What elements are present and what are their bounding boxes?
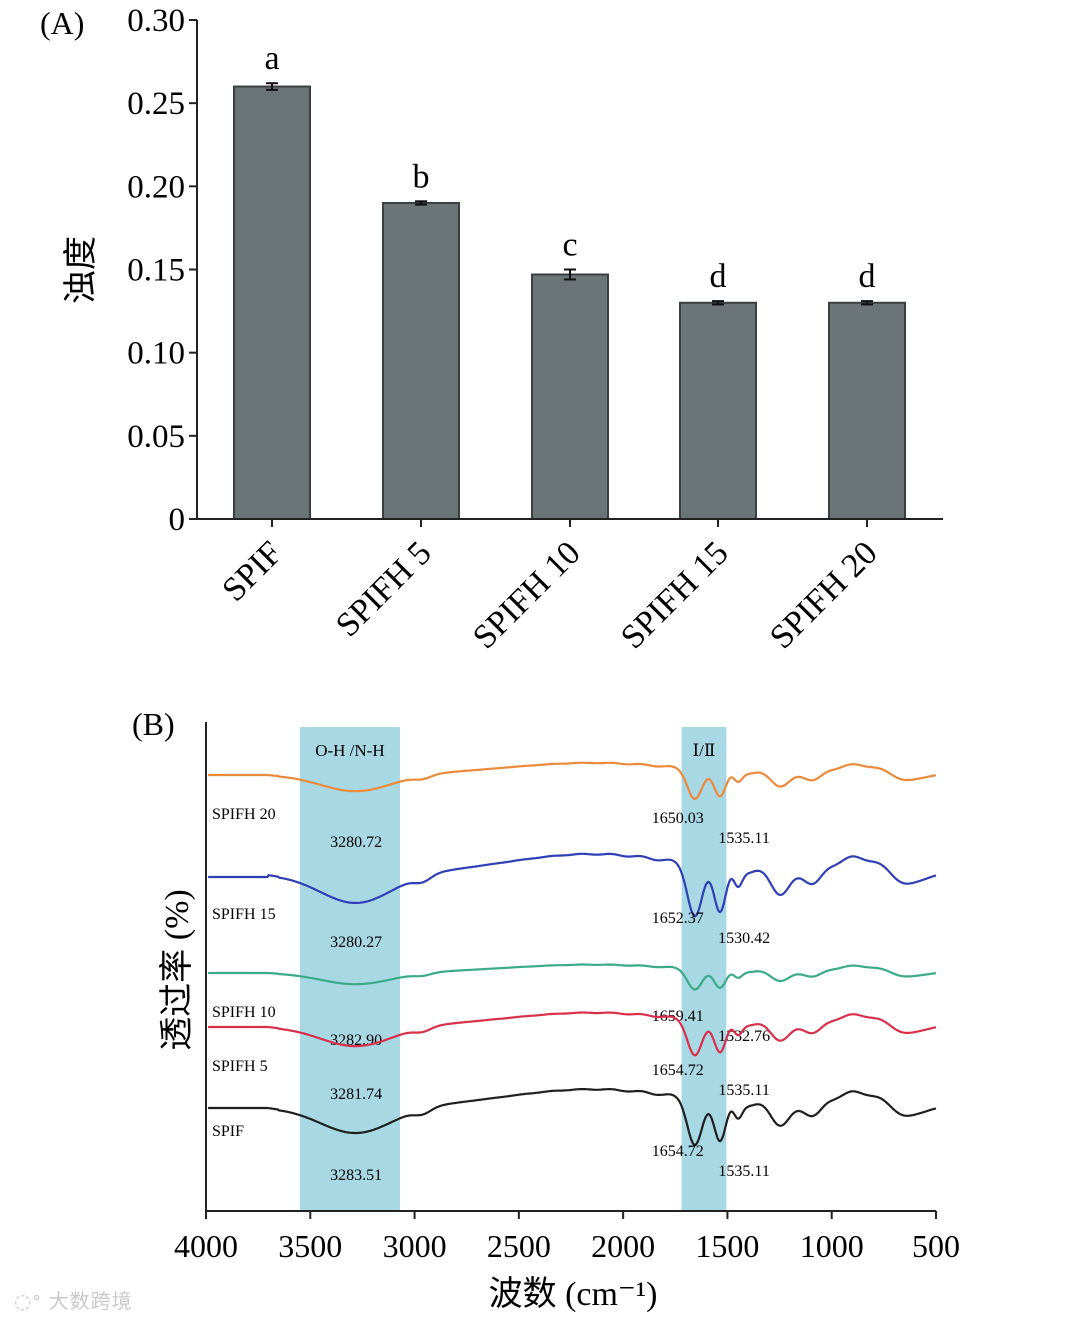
bar-3 [679,301,757,520]
panel-a-label: (A) [40,5,84,41]
watermark-icon: ◌ᐤ [14,1289,49,1313]
series-line-0 [208,761,937,801]
x-tick-label-1: 3500 [278,1228,342,1264]
peak-label-1-0: 3280.27 [330,934,382,951]
significance-label-2: c [562,227,577,264]
error-bar-0 [266,82,278,91]
x-tick-label-6: 1000 [800,1228,864,1264]
significance-label-4: d [859,258,876,295]
band-label-0: O-H /N-H [315,741,384,760]
y-tick-label-4: 0.20 [127,169,185,205]
x-tick-label-0: 4000 [174,1228,238,1264]
significance-label-3: d [710,258,727,295]
peak-label-1-1: 1652.37 [652,910,704,927]
x-tick-label-2: SPIFH 10 [466,534,588,656]
bar-4 [828,301,906,520]
panel-a: (A) a b c d d SPIF SPIFH 5 SPIFH 10 SPIFH 15 SPI… [40,3,943,656]
band-0 [299,727,400,1211]
error-bar-4 [861,300,873,306]
significance-label-0: a [264,40,279,77]
series-line-2 [208,963,937,991]
band-label-1: Ⅰ/Ⅱ [692,741,715,760]
peak-label-3-0: 3281.74 [330,1086,382,1103]
x-tick-label-4: 2000 [591,1228,655,1264]
watermark: ◌ᐤ 大数跨境 [14,1285,133,1314]
bar-0 [233,85,311,521]
peak-label-0-1: 1650.03 [652,810,704,827]
x-tick-label-5: 1500 [695,1228,759,1264]
panel-a-ylabel: 浊度 [62,236,100,304]
x-tick-label-1: SPIFH 5 [329,534,439,644]
peak-label-3-1: 1654.72 [652,1062,704,1079]
series-line-3 [208,1011,937,1057]
series-label-0: SPIFH 20 [212,806,276,823]
bar-1 [382,201,460,520]
panel-b-ylabel: 透过率 (%) [158,889,196,1050]
bar-2 [531,273,609,520]
band-1 [681,727,727,1211]
x-tick-label-7: 500 [912,1228,960,1264]
error-bar-2 [564,268,576,281]
y-tick-label-3: 0.15 [127,253,185,289]
y-tick-label-6: 0.30 [127,3,185,39]
series-label-3: SPIFH 5 [212,1058,268,1075]
series-label-4: SPIF [212,1123,244,1140]
panel-b: (B) O-H /N-H Ⅰ/Ⅱ SPIFH 20 3280.72 1650.03 15… [132,706,960,1313]
y-tick-label-2: 0.10 [127,336,185,372]
peak-label-2-1: 1659.41 [652,1008,704,1025]
peak-label-2-2: 1532.76 [718,1028,770,1045]
series-line-1 [208,852,937,918]
y-tick-label-1: 0.05 [127,419,185,455]
peak-label-3-2: 1535.11 [718,1082,769,1099]
x-tick-label-2: 3000 [383,1228,447,1264]
x-tick-label-3: SPIFH 15 [614,534,736,656]
y-tick-label-0: 0 [169,502,186,538]
series-label-1: SPIFH 15 [212,906,276,923]
peak-label-0-2: 1535.11 [718,830,769,847]
peak-label-4-1: 1654.72 [652,1143,704,1160]
peak-label-0-0: 3280.72 [330,834,382,851]
x-tick-label-4: SPIFH 20 [763,534,885,656]
x-tick-label-0: SPIF [215,534,289,608]
watermark-text: 大数跨境 [48,1289,133,1313]
error-bar-3 [712,300,724,306]
panel-b-xlabel: 波数 (cm⁻¹) [489,1275,658,1313]
x-tick-label-3: 2500 [487,1228,551,1264]
series-line-4 [208,1088,937,1147]
y-tick-label-5: 0.25 [127,86,185,122]
error-bar-1 [415,200,427,206]
series-label-2: SPIFH 10 [212,1004,276,1021]
significance-label-1: b [413,158,430,195]
peak-label-4-0: 3283.51 [330,1167,382,1184]
panel-b-label: (B) [132,706,175,742]
peak-label-4-2: 1535.11 [718,1163,769,1180]
peak-label-1-2: 1530.42 [718,930,770,947]
